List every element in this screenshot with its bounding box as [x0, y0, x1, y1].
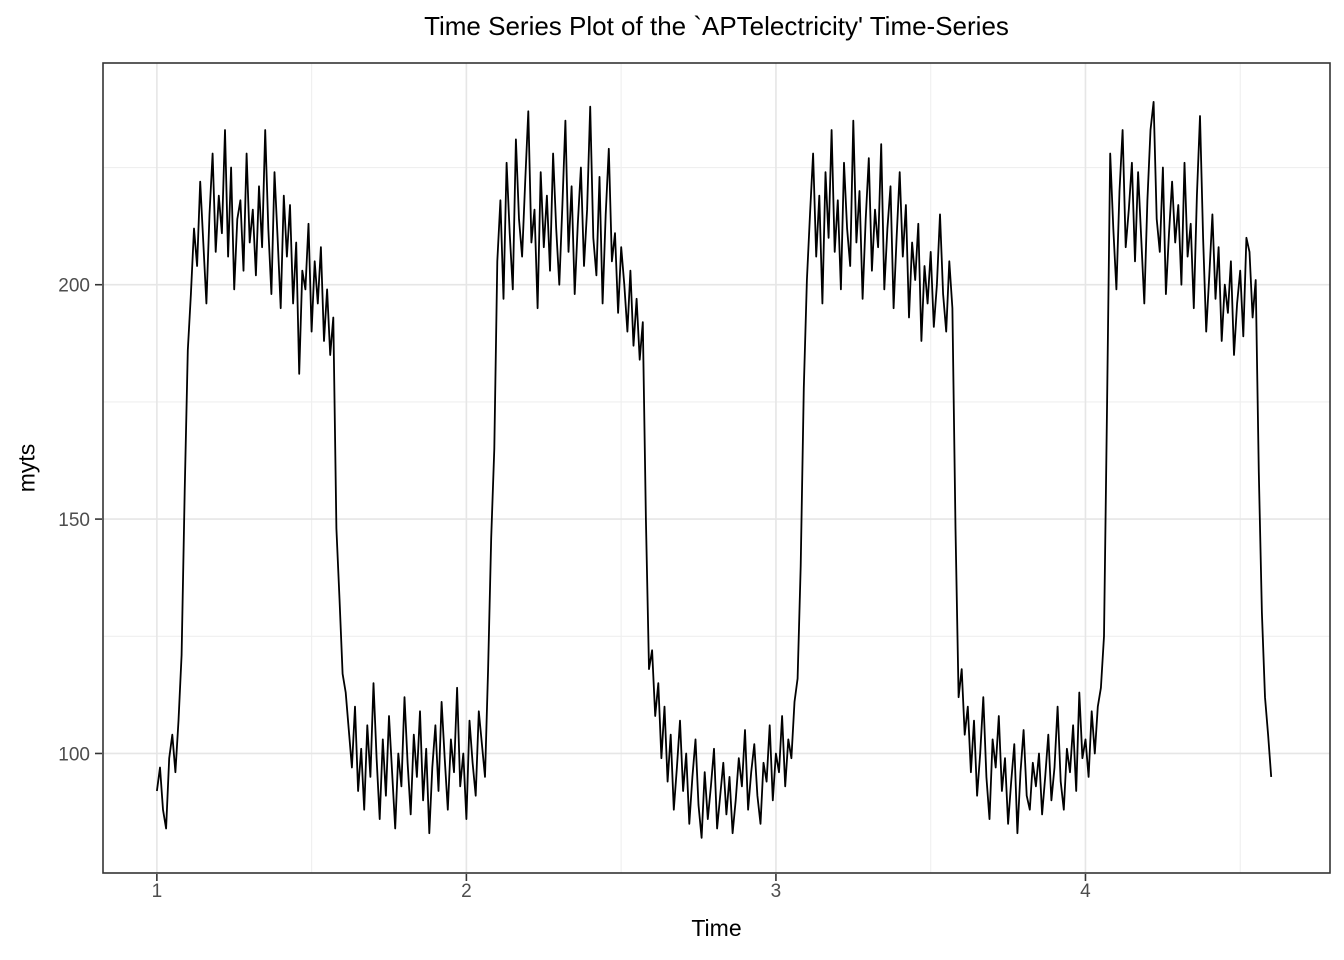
panel-border — [102, 62, 1331, 874]
series-line-myts — [156, 101, 1273, 839]
plot-title: Time Series Plot of the `APTelectricity'… — [424, 11, 1009, 41]
x-tick-label-1: 1 — [152, 881, 163, 902]
y-tick-label-150: 150 — [58, 510, 90, 531]
x-tick-label-3: 3 — [771, 881, 782, 902]
y-tick-label-100: 100 — [58, 744, 90, 765]
plot-panel-background — [103, 63, 1330, 873]
x-tick-label-4: 4 — [1080, 881, 1091, 902]
x-axis-title: Time — [691, 915, 742, 941]
x-tick-label-2: 2 — [461, 881, 472, 902]
y-axis-title: myts — [13, 443, 40, 493]
y-tick-label-200: 200 — [58, 276, 90, 297]
